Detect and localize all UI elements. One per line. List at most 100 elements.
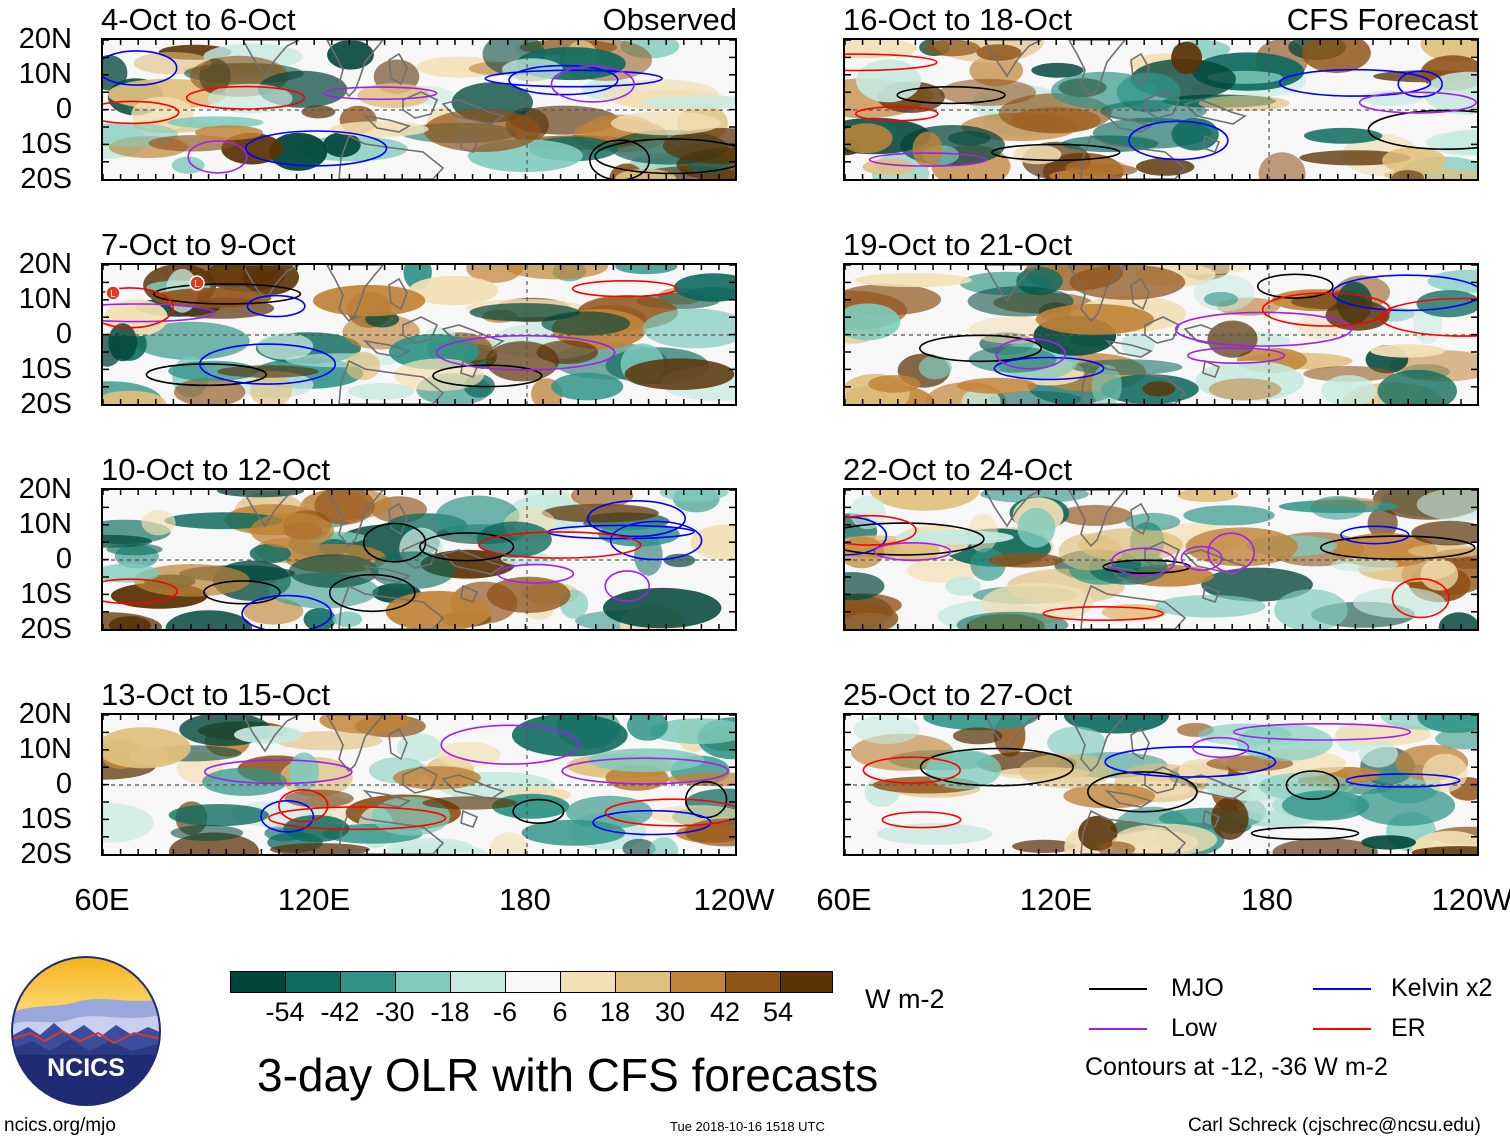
legend-note: Contours at -12, -36 W m-2: [1085, 1053, 1388, 1081]
wave-contours: [203, 724, 735, 836]
wave-contours: [103, 500, 703, 629]
olr-anomaly-field: [103, 490, 735, 629]
lon-label: 60E: [74, 882, 130, 917]
footer-timestamp: Tue 2018-10-16 1518 UTC: [670, 1119, 825, 1134]
colorbar-swatch: [340, 971, 396, 993]
lat-label: 10S: [20, 578, 72, 610]
wave-contours: [845, 53, 1477, 167]
lat-label: 20N: [18, 248, 72, 280]
observed-tag: Observed: [602, 2, 737, 37]
low-pressure-marker: L: [105, 285, 121, 301]
axis-ticks: [103, 490, 735, 629]
map-panel-forecast-1: [843, 38, 1479, 181]
colorbar-label: 6: [552, 997, 568, 1027]
wave-contours: [862, 722, 1461, 841]
lon-label: 120W: [693, 882, 775, 917]
lat-label: 10S: [20, 128, 72, 160]
legend-label-er: ER: [1391, 1014, 1426, 1042]
map-panel-observed-4: [101, 713, 737, 856]
panel-title-3: 10-Oct to 12-Oct: [101, 452, 331, 487]
lat-label: 10N: [18, 283, 72, 315]
axis-ticks: [103, 265, 735, 404]
panel-title-6: 19-Oct to 21-Oct: [843, 227, 1073, 262]
colorbar-label: -18: [430, 997, 470, 1027]
legend: MJO Kelvin x2 Low ER Contours at -12, -3…: [1085, 972, 1505, 1082]
wave-contours: [919, 273, 1477, 381]
wave-contours: [845, 514, 1476, 622]
colorbar: [230, 971, 833, 993]
lat-label: 20S: [20, 838, 72, 870]
legend-label-kelvin: Kelvin x2: [1391, 974, 1493, 1002]
map-panel-forecast-2: [843, 263, 1479, 406]
wave-contours: [103, 280, 678, 388]
lon-label: 180: [1241, 882, 1293, 917]
coastlines: [984, 490, 1247, 629]
footer-site-link[interactable]: ncics.org/mjo: [4, 1115, 116, 1136]
lat-label: 0: [55, 768, 72, 800]
colorbar-swatch: [670, 971, 726, 993]
lat-label: 0: [55, 318, 72, 350]
colorbar-swatch: [725, 971, 781, 993]
lat-label: 20S: [20, 388, 72, 420]
lat-label: 10N: [18, 508, 72, 540]
low-pressure-marker: L: [189, 275, 205, 291]
coastlines: [242, 490, 505, 629]
olr-anomaly-field: [845, 490, 1477, 629]
colorbar-label: -54: [265, 997, 305, 1027]
lon-label: 120W: [1431, 882, 1510, 917]
legend-swatch-low: [1089, 1028, 1147, 1030]
colorbar-swatch: [780, 971, 833, 993]
map-panel-observed-1: [101, 38, 737, 181]
coastlines: [242, 265, 505, 404]
axis-ticks: [845, 265, 1477, 404]
logo-text: NCICS: [47, 1054, 125, 1082]
lat-label: 0: [55, 93, 72, 125]
olr-anomaly-field: [103, 265, 735, 404]
axis-ticks: [845, 40, 1477, 179]
axis-ticks: [845, 490, 1477, 629]
legend-label-mjo: MJO: [1171, 974, 1224, 1002]
colorbar-label: -42: [320, 997, 360, 1027]
wave-contours: [103, 50, 735, 179]
colorbar-label: 18: [599, 997, 631, 1027]
map-panel-forecast-4: [843, 713, 1479, 856]
ncics-logo-graphic: NCICS: [11, 956, 161, 1106]
lon-label: 180: [499, 882, 551, 917]
map-panel-observed-3: [101, 488, 737, 631]
map-panel-forecast-3: [843, 488, 1479, 631]
lat-label: 20S: [20, 613, 72, 645]
ncics-logo: NCICS: [10, 955, 162, 1107]
colorbar-swatch: [505, 971, 561, 993]
lat-label: 20N: [18, 698, 72, 730]
colorbar-label: -30: [375, 997, 415, 1027]
lat-label: 10S: [20, 803, 72, 835]
lat-label: 20N: [18, 23, 72, 55]
panel-title-8: 25-Oct to 27-Oct: [843, 677, 1073, 712]
lon-label: 60E: [816, 882, 872, 917]
colorbar-label: 42: [709, 997, 741, 1027]
olr-anomaly-field: [845, 40, 1477, 179]
lon-label: 120E: [277, 882, 351, 917]
low-marker-label: L: [194, 279, 200, 290]
colorbar-label: -6: [492, 997, 518, 1027]
lat-label: 10N: [18, 58, 72, 90]
lat-label: 20N: [18, 473, 72, 505]
colorbar-swatch: [230, 971, 286, 993]
panel-title-5: 16-Oct to 18-Oct: [843, 2, 1073, 37]
coastlines: [984, 40, 1247, 179]
colorbar-label: 54: [762, 997, 794, 1027]
panel-title-2: 7-Oct to 9-Oct: [101, 227, 296, 262]
colorbar-swatch: [395, 971, 451, 993]
figure-title: 3-day OLR with CFS forecasts: [257, 1049, 879, 1101]
colorbar-swatch: [615, 971, 671, 993]
panel-title-1: 4-Oct to 6-Oct: [101, 2, 296, 37]
lat-label: 10S: [20, 353, 72, 385]
colorbar-units: W m-2: [865, 984, 945, 1014]
panel-title-4: 13-Oct to 15-Oct: [101, 677, 331, 712]
legend-swatch-er: [1313, 1028, 1371, 1030]
low-marker-label: L: [110, 289, 116, 300]
panel-title-7: 22-Oct to 24-Oct: [843, 452, 1073, 487]
legend-swatch-kelvin: [1313, 988, 1371, 990]
lat-label: 20S: [20, 163, 72, 195]
